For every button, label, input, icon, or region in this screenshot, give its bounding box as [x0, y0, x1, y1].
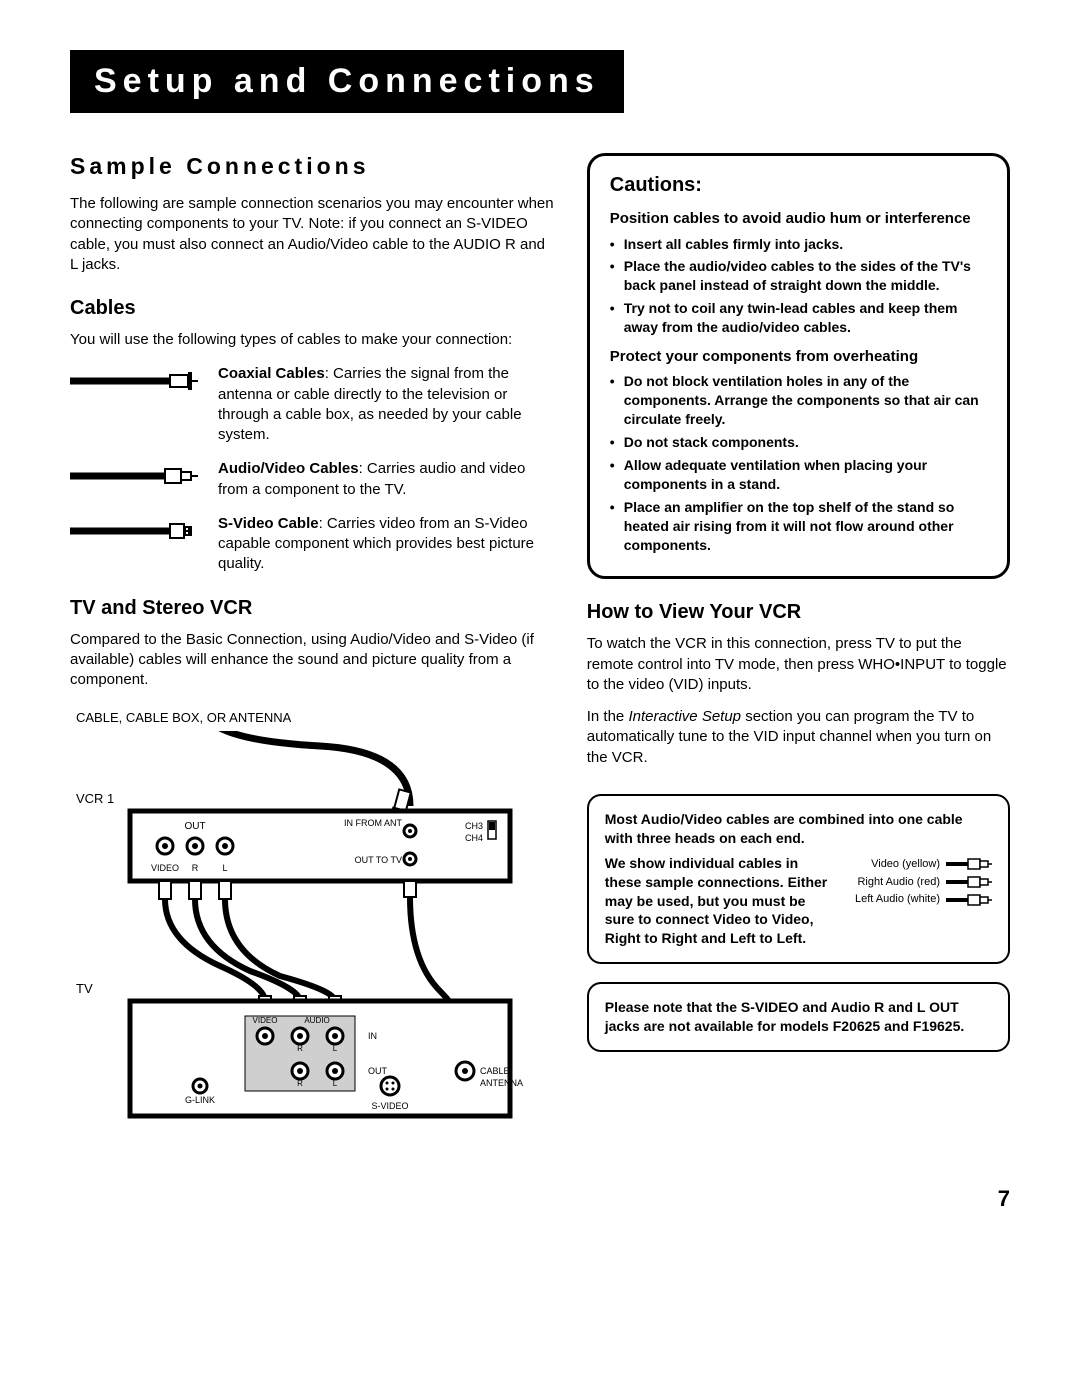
- note2-text: Please note that the S-VIDEO and Audio R…: [605, 999, 965, 1034]
- cable-row-svideo: S-Video Cable: Carries video from an S-V…: [70, 514, 557, 575]
- svg-text:AUDIO: AUDIO: [304, 1016, 329, 1025]
- svg-text:OUT: OUT: [184, 821, 205, 832]
- tv-vcr-heading: TV and Stereo VCR: [70, 597, 557, 620]
- svg-text:R: R: [297, 1044, 303, 1053]
- note1-body: We show individual cables in these sampl…: [605, 854, 830, 948]
- av-cable-icon: [70, 459, 200, 494]
- page-number: 7: [70, 1186, 1010, 1212]
- cautions-box: Cautions: Position cables to avoid audio…: [587, 153, 1010, 579]
- connection-diagram: VCR 1 OUT VIDEO R L IN FROM ANT OUT TO T…: [70, 731, 557, 1136]
- svg-text:CABLE/: CABLE/: [480, 1066, 513, 1076]
- svg-text:VIDEO: VIDEO: [253, 1016, 278, 1025]
- cautions-title: Cautions:: [610, 174, 987, 197]
- tv-vcr-intro: Compared to the Basic Connection, using …: [70, 630, 557, 691]
- svg-text:L: L: [333, 1079, 338, 1088]
- av-title: Audio/Video Cables: [218, 460, 359, 477]
- svg-text:OUT: OUT: [368, 1066, 388, 1076]
- page-title: Setup and Connections: [70, 50, 624, 113]
- svg-text:IN: IN: [368, 1031, 377, 1041]
- cables-intro-text: You will use the following types of cabl…: [70, 330, 557, 350]
- sample-connections-heading: Sample Connections: [70, 153, 557, 180]
- cable-row-av: Audio/Video Cables: Carries audio and vi…: [70, 459, 557, 500]
- caution-item: Place an amplifier on the top shelf of t…: [610, 498, 987, 555]
- cautions-list-1: Insert all cables firmly into jacks. Pla…: [610, 235, 987, 337]
- coax-title: Coaxial Cables: [218, 365, 325, 382]
- left-column: Sample Connections The following are sam…: [70, 153, 557, 1136]
- svideo-cable-icon: [70, 514, 200, 549]
- sample-intro-text: The following are sample connection scen…: [70, 194, 557, 275]
- caution-item: Insert all cables firmly into jacks.: [610, 235, 987, 254]
- svg-text:G-LINK: G-LINK: [185, 1095, 215, 1105]
- caution-item: Do not block ventilation holes in any of…: [610, 372, 987, 429]
- svg-text:R: R: [297, 1079, 303, 1088]
- coaxial-cable-icon: [70, 364, 200, 399]
- diagram-caption: CABLE, CABLE BOX, OR ANTENNA: [76, 710, 557, 725]
- svg-text:L: L: [222, 863, 227, 873]
- svg-text:L: L: [333, 1044, 338, 1053]
- tv-label: TV: [76, 981, 93, 996]
- cables-heading: Cables: [70, 297, 557, 320]
- svg-text:VIDEO: VIDEO: [151, 863, 179, 873]
- howto-p1: To watch the VCR in this connection, pre…: [587, 634, 1010, 695]
- svg-text:CH3: CH3: [465, 821, 483, 831]
- svg-text:S-VIDEO: S-VIDEO: [371, 1101, 408, 1111]
- svg-text:IN FROM ANT: IN FROM ANT: [344, 818, 403, 828]
- note1-intro: Most Audio/Video cables are combined int…: [605, 810, 992, 848]
- rca-plug-legend: Video (yellow) Right Audio (red) Left Au…: [842, 854, 992, 911]
- caution-item: Place the audio/video cables to the side…: [610, 257, 987, 295]
- svg-text:OUT TO TV: OUT TO TV: [355, 855, 402, 865]
- svg-text:R: R: [192, 863, 199, 873]
- how-to-view-heading: How to View Your VCR: [587, 601, 1010, 624]
- right-column: Cautions: Position cables to avoid audio…: [587, 153, 1010, 1136]
- cautions-sub1: Position cables to avoid audio hum or in…: [610, 209, 987, 229]
- caution-item: Allow adequate ventilation when placing …: [610, 456, 987, 494]
- sv-title: S-Video Cable: [218, 515, 319, 532]
- caution-item: Try not to coil any twin-lead cables and…: [610, 299, 987, 337]
- svg-text:CH4: CH4: [465, 833, 483, 843]
- vcr-label: VCR 1: [76, 791, 114, 806]
- svg-text:ANTENNA: ANTENNA: [480, 1078, 523, 1088]
- cable-row-coaxial: Coaxial Cables: Carries the signal from …: [70, 364, 557, 445]
- note-box-av-cables: Most Audio/Video cables are combined int…: [587, 794, 1010, 964]
- howto-p2: In the Interactive Setup section you can…: [587, 707, 1010, 768]
- cautions-sub2: Protect your components from overheating: [610, 347, 987, 367]
- note-box-svideo: Please note that the S-VIDEO and Audio R…: [587, 982, 1010, 1052]
- caution-item: Do not stack components.: [610, 433, 987, 452]
- cautions-list-2: Do not block ventilation holes in any of…: [610, 372, 987, 554]
